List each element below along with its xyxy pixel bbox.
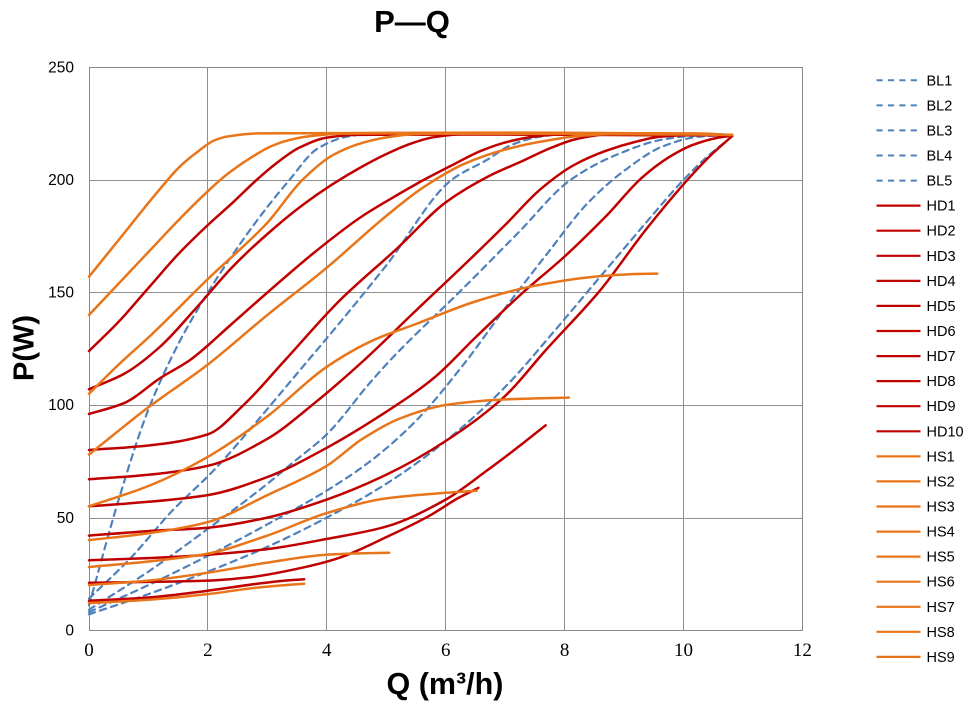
svg-text:BL3: BL3 [927,123,953,139]
svg-text:50: 50 [57,510,75,527]
svg-text:2: 2 [203,640,213,661]
svg-text:BL5: BL5 [927,174,953,190]
svg-text:HD3: HD3 [927,249,956,265]
svg-text:HS3: HS3 [927,500,955,516]
svg-text:10: 10 [674,640,693,661]
svg-text:12: 12 [793,640,812,661]
svg-text:250: 250 [48,60,74,77]
svg-text:0: 0 [84,640,94,661]
svg-text:HS7: HS7 [927,600,955,616]
svg-text:HD10: HD10 [927,424,964,440]
svg-text:Q (m³/h): Q (m³/h) [387,667,504,701]
svg-text:HS4: HS4 [927,525,955,541]
svg-text:HD7: HD7 [927,349,956,365]
svg-text:6: 6 [441,640,451,661]
svg-text:4: 4 [322,640,332,661]
svg-text:HD8: HD8 [927,374,956,390]
svg-text:HD6: HD6 [927,324,956,340]
svg-text:HS9: HS9 [927,650,955,666]
svg-text:BL1: BL1 [927,73,953,89]
svg-text:150: 150 [48,285,74,302]
svg-text:HD2: HD2 [927,224,956,240]
svg-text:0: 0 [65,622,74,639]
svg-text:100: 100 [48,397,74,414]
svg-text:HD5: HD5 [927,299,956,315]
svg-text:P(W): P(W) [9,315,41,381]
svg-text:HS2: HS2 [927,474,955,490]
svg-text:HD1: HD1 [927,199,956,215]
svg-text:HD9: HD9 [927,399,956,415]
svg-text:HS5: HS5 [927,550,955,566]
svg-text:BL4: BL4 [927,149,953,165]
svg-text:HS1: HS1 [927,449,955,465]
svg-text:8: 8 [560,640,570,661]
svg-text:P—Q: P—Q [374,4,450,39]
svg-text:200: 200 [48,172,74,189]
svg-text:BL2: BL2 [927,98,953,114]
svg-text:HS6: HS6 [927,575,955,591]
svg-text:HD4: HD4 [927,274,956,290]
svg-text:HS8: HS8 [927,625,955,641]
